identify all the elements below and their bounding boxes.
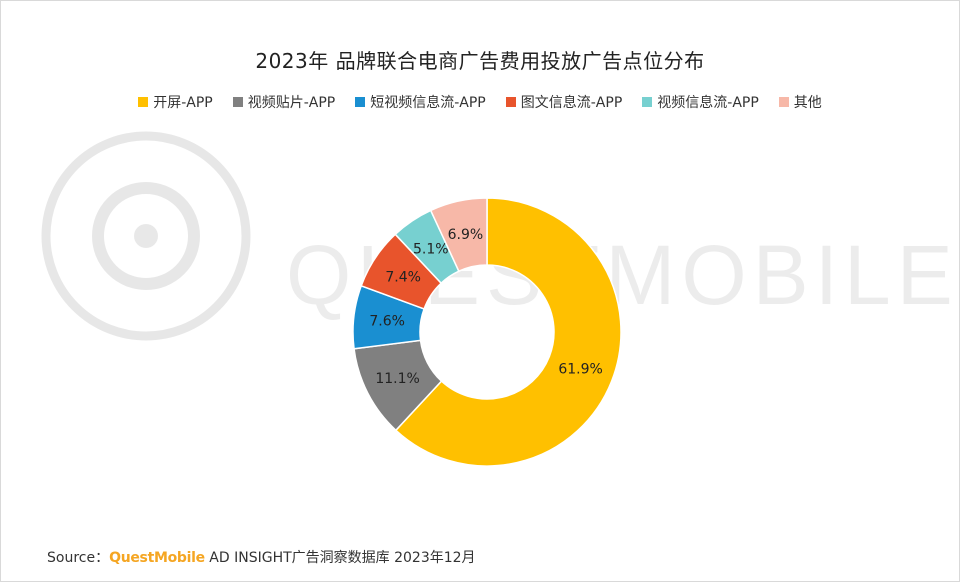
legend-item-image-text-feed: 图文信息流-APP (505, 92, 623, 112)
watermark-logo-ring-inner (92, 182, 200, 290)
slice-other (429, 197, 488, 273)
legend: 开屏-APP 视频贴片-APP 短视频信息流-APP 图文信息流-APP 视频信… (1, 92, 959, 112)
legend-swatch (642, 97, 653, 107)
source-brand: QuestMobile (109, 550, 205, 566)
legend-label: 视频贴片-APP (247, 95, 336, 111)
watermark-logo-dot (134, 224, 158, 248)
legend-label: 短视频信息流-APP (370, 95, 486, 111)
chart-title: 2023年 品牌联合电商广告费用投放广告点位分布 (255, 49, 705, 73)
slice-label-video-preroll: 11.1% (375, 371, 419, 387)
slice-label-short-video-feed: 7.6% (369, 314, 405, 330)
legend-swatch (232, 97, 243, 107)
legend-swatch (505, 97, 516, 107)
legend-item-kaiping: 开屏-APP (138, 92, 213, 112)
slice-kaiping (394, 197, 622, 467)
source-prefix: Source： (47, 550, 110, 566)
source-line: Source：QuestMobile AD INSIGHT广告洞察数据库 202… (47, 547, 476, 567)
watermark-logo-ring (41, 131, 251, 341)
legend-swatch (355, 97, 366, 107)
legend-label: 图文信息流-APP (520, 95, 623, 111)
slice-label-image-text-feed: 7.4% (385, 270, 421, 286)
legend-label: 视频信息流-APP (657, 95, 759, 111)
legend-label: 其他 (793, 95, 822, 111)
legend-swatch (778, 97, 789, 107)
legend-label: 开屏-APP (153, 95, 213, 111)
legend-item-video-feed: 视频信息流-APP (642, 92, 759, 112)
legend-item-short-video-feed: 短视频信息流-APP (355, 92, 486, 112)
legend-item-video-preroll: 视频贴片-APP (232, 92, 336, 112)
legend-swatch (138, 97, 149, 107)
slice-label-kaiping: 61.9% (558, 362, 602, 378)
source-suffix: AD INSIGHT广告洞察数据库 2023年12月 (204, 550, 476, 566)
slice-label-other: 6.9% (448, 227, 484, 243)
legend-item-other: 其他 (778, 92, 822, 112)
slice-label-video-feed: 5.1% (413, 242, 449, 258)
